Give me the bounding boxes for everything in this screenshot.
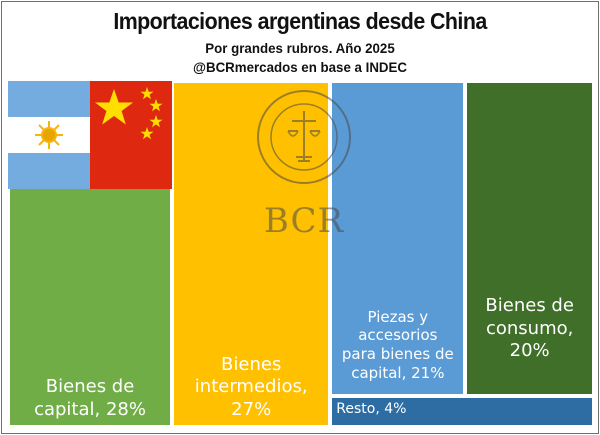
argentina-flag-icon [8, 81, 90, 189]
tile-label-line: Piezas y [367, 307, 429, 326]
tile-label-line: 27% [231, 398, 272, 420]
tile-label-line: Bienes de [485, 295, 574, 317]
tile-bienes-de-consumo: Bienes de consumo, 20% [465, 81, 594, 397]
tile-label-line: 20% [509, 339, 550, 361]
chart-source: @BCRmercados en base a INDEC [192, 59, 408, 75]
tile-label-piezas-y-accesorios: Piezas y accesorios para bienes de capital,… [332, 308, 463, 382]
tile-label-line: capital, 28% [34, 398, 146, 420]
tile-label-line: capital, 21% [351, 363, 445, 382]
treemap-plot: Bienes de capital, 28% Bienes intermedios, 2… [8, 81, 594, 427]
chart-title: Importaciones argentinas desde China [113, 8, 487, 34]
tile-label-line: Bienes de [45, 376, 135, 398]
bcr-logo-text: BCR [263, 201, 345, 241]
tile-label-bienes-de-consumo: Bienes de consumo, 20% [467, 295, 592, 362]
tile-piezas-y-accesorios: Piezas y accesorios para bienes de capital,… [330, 81, 466, 397]
tile-label-line: accesorios [358, 326, 438, 345]
flags-decoration [8, 81, 172, 189]
tile-label-line: para bienes de [341, 345, 454, 364]
tile-label-line: intermedios, [194, 376, 308, 398]
china-flag-icon [90, 81, 172, 189]
bcr-seal-icon [257, 90, 351, 184]
tile-label-resto: Resto, 4% [336, 401, 592, 418]
tile-resto: Resto, 4% [330, 396, 594, 427]
tile-label-bienes-de-capital: Bienes de capital, 28% [10, 376, 170, 421]
tile-label-line: Resto, 4% [336, 400, 407, 417]
bcr-watermark: BCR [254, 87, 354, 247]
tile-label-bienes-intermedios: Bienes intermedios, 27% [174, 354, 328, 421]
tile-label-line: Bienes [221, 354, 282, 376]
chart-subtitle: Por grandes rubros. Año 2025 [205, 40, 395, 56]
tile-label-line: consumo, [485, 317, 574, 339]
